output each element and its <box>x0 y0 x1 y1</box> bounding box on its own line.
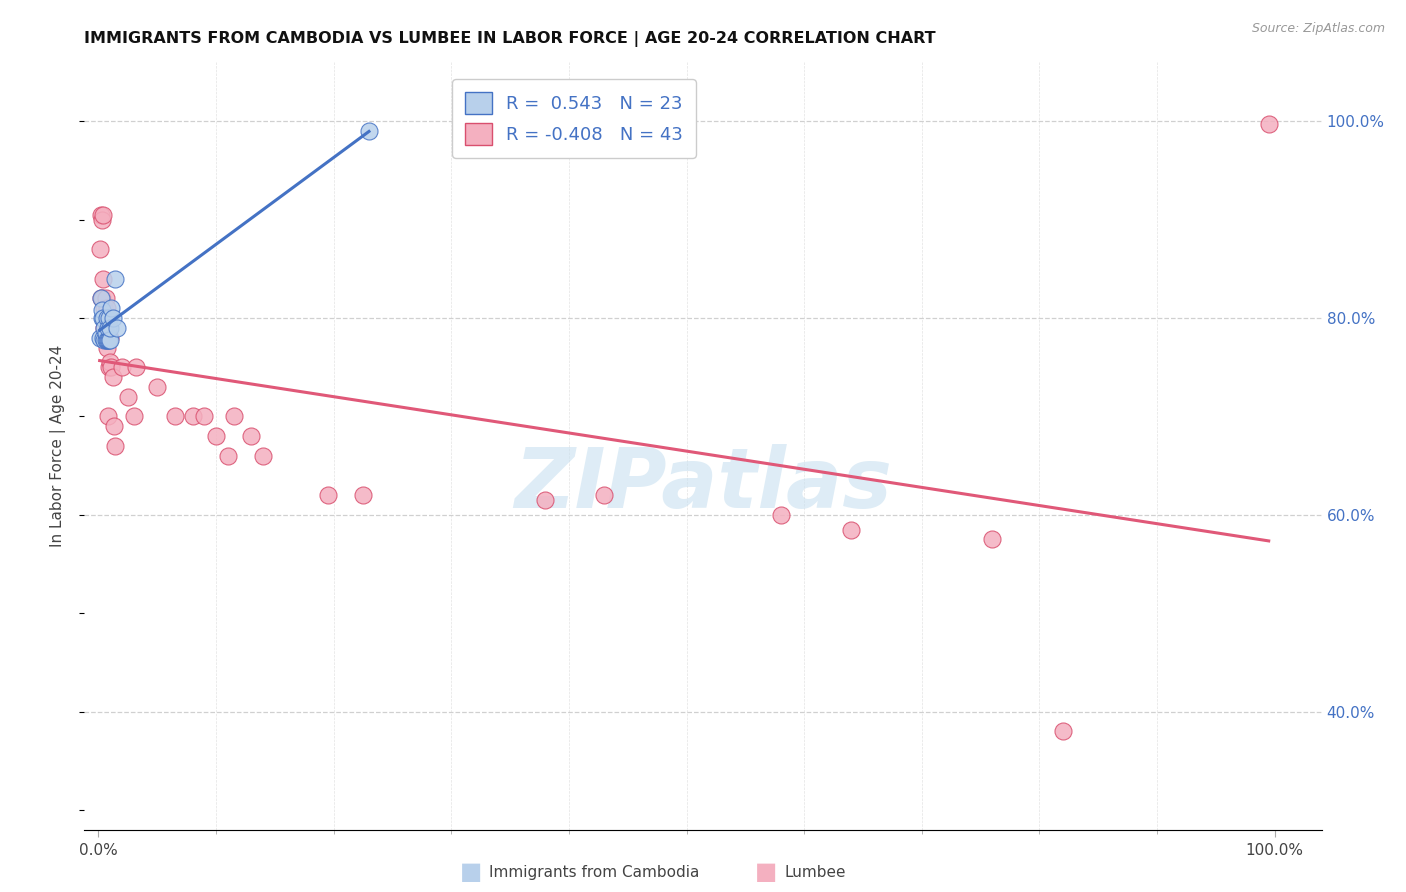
Point <box>534 493 557 508</box>
Point <box>205 429 228 443</box>
Point <box>357 124 380 138</box>
Point <box>100 301 122 316</box>
Point <box>98 321 121 335</box>
Point <box>769 508 792 522</box>
Point <box>91 208 114 222</box>
Point <box>352 488 374 502</box>
Point <box>593 488 616 502</box>
Point <box>101 370 124 384</box>
Point <box>146 380 169 394</box>
Point <box>91 272 114 286</box>
Point <box>98 333 121 347</box>
Point <box>90 208 112 222</box>
Point <box>98 333 121 347</box>
Point <box>117 390 139 404</box>
Point <box>252 449 274 463</box>
Point <box>97 409 120 424</box>
Point <box>91 311 114 326</box>
Point <box>217 449 239 463</box>
Y-axis label: In Labor Force | Age 20-24: In Labor Force | Age 20-24 <box>49 345 66 547</box>
Point <box>316 488 339 502</box>
Point <box>97 333 120 347</box>
Point <box>100 360 122 375</box>
Text: IMMIGRANTS FROM CAMBODIA VS LUMBEE IN LABOR FORCE | AGE 20-24 CORRELATION CHART: IMMIGRANTS FROM CAMBODIA VS LUMBEE IN LA… <box>84 31 936 47</box>
Point <box>94 331 117 345</box>
Point <box>1257 117 1279 131</box>
Point <box>93 301 115 316</box>
Point <box>981 533 1004 547</box>
Text: Lumbee: Lumbee <box>785 865 846 880</box>
Point <box>91 311 114 326</box>
Point <box>90 292 112 306</box>
Point <box>94 292 117 306</box>
Point <box>103 419 125 434</box>
Legend: R =  0.543   N = 23, R = -0.408   N = 43: R = 0.543 N = 23, R = -0.408 N = 43 <box>453 79 696 158</box>
Point <box>96 341 118 355</box>
Point <box>181 409 204 424</box>
Point <box>101 311 124 326</box>
Point <box>91 331 114 345</box>
Point <box>240 429 263 443</box>
Text: ■: ■ <box>460 861 482 884</box>
Point <box>89 242 111 256</box>
Point <box>98 311 121 326</box>
Point <box>839 523 862 537</box>
Text: Immigrants from Cambodia: Immigrants from Cambodia <box>489 865 700 880</box>
Point <box>105 321 128 335</box>
Text: ZIPatlas: ZIPatlas <box>515 444 891 524</box>
Point <box>222 409 245 424</box>
Point <box>91 212 114 227</box>
Point <box>93 321 115 335</box>
Point <box>90 292 112 306</box>
Point <box>1052 724 1074 739</box>
Point <box>98 360 121 375</box>
Point <box>94 326 117 340</box>
Point <box>93 321 115 335</box>
Point <box>91 303 114 318</box>
Point <box>111 360 134 375</box>
Point <box>97 321 120 335</box>
Point <box>94 333 117 347</box>
Text: Source: ZipAtlas.com: Source: ZipAtlas.com <box>1251 22 1385 36</box>
Point <box>125 360 148 375</box>
Point <box>93 333 115 347</box>
Point <box>163 409 186 424</box>
Point <box>122 409 145 424</box>
Point <box>98 355 121 369</box>
Point <box>104 439 127 453</box>
Point <box>193 409 215 424</box>
Point <box>104 272 127 286</box>
Point <box>98 331 121 345</box>
Text: ■: ■ <box>755 861 778 884</box>
Point <box>96 301 118 316</box>
Point <box>96 333 118 347</box>
Point <box>89 331 111 345</box>
Point <box>91 292 114 306</box>
Point <box>96 311 118 326</box>
